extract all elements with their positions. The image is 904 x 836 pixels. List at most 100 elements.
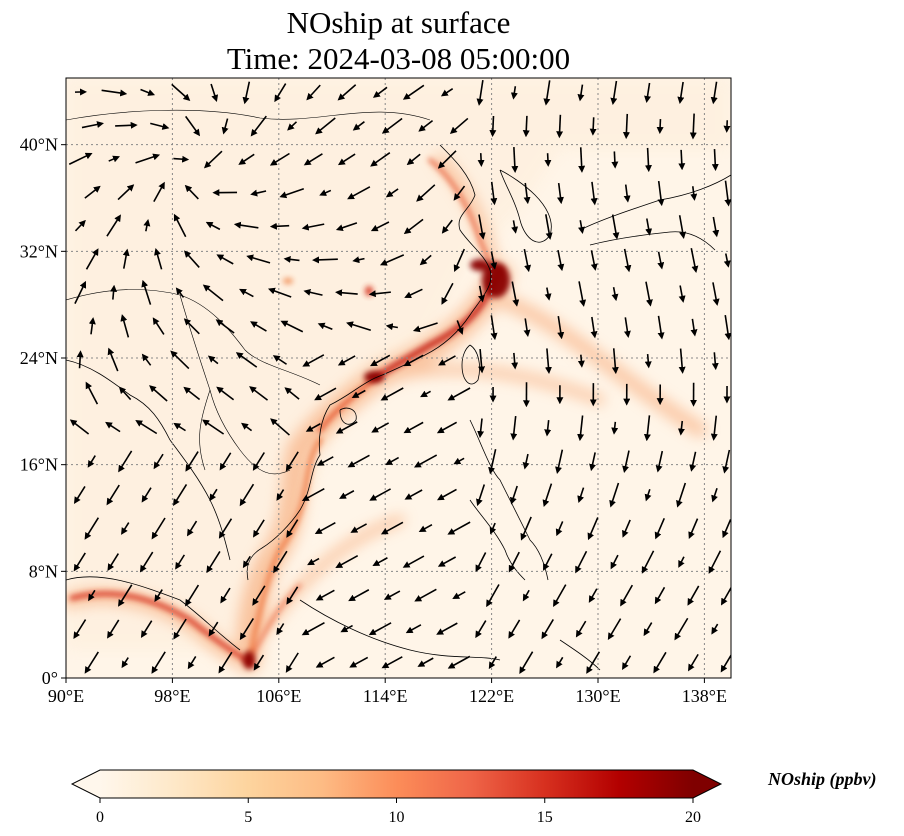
wind-arrow — [404, 489, 423, 500]
wind-arrow — [184, 115, 201, 137]
wind-arrow — [413, 454, 438, 468]
wind-arrow — [153, 453, 164, 470]
wind-arrow — [578, 281, 587, 307]
wind-arrow — [557, 249, 565, 272]
wind-arrow — [520, 516, 532, 541]
wind-arrow — [544, 153, 552, 167]
wind-arrow — [220, 587, 231, 604]
wind-arrow — [657, 315, 665, 340]
wind-arrow — [622, 450, 630, 474]
wind-arrow — [284, 387, 300, 400]
wind-arrow — [611, 214, 620, 240]
wind-arrow — [84, 651, 99, 674]
wind-arrow — [511, 220, 519, 234]
wind-arrow — [656, 118, 664, 135]
wind-arrow — [87, 455, 96, 468]
wind-arrow — [208, 621, 219, 637]
colorbar-tick-label: 5 — [244, 809, 252, 826]
wind-arrow — [173, 422, 186, 432]
wind-arrow — [406, 153, 421, 166]
wind-arrow — [183, 318, 200, 335]
wind-arrow — [273, 550, 288, 574]
colorbar-extend-max — [693, 770, 721, 798]
wind-arrow — [488, 656, 497, 670]
wind-arrow — [385, 188, 399, 198]
wind-arrow — [283, 255, 300, 263]
wind-arrow — [117, 184, 135, 201]
wind-arrow — [510, 415, 518, 441]
wind-arrow — [556, 182, 564, 205]
wind-arrow — [478, 348, 486, 374]
wind-arrow — [447, 387, 471, 401]
wind-arrow — [350, 523, 367, 533]
wind-arrow — [73, 619, 87, 640]
wind-arrow — [110, 284, 118, 300]
wind-arrow — [678, 215, 687, 239]
wind-arrow — [437, 556, 457, 567]
wind-arrow — [106, 484, 120, 506]
wind-arrow — [370, 354, 391, 367]
wind-arrow — [173, 213, 187, 238]
wind-arrow — [141, 279, 152, 305]
wind-arrow — [418, 524, 433, 533]
wind-arrow — [267, 287, 292, 298]
wind-arrow — [76, 350, 84, 369]
wind-arrow — [611, 421, 619, 435]
wind-arrow — [541, 619, 554, 640]
wind-arrow — [523, 248, 532, 273]
wind-arrow — [270, 418, 290, 436]
wind-arrow — [242, 555, 251, 569]
wind-arrow — [380, 521, 404, 535]
wind-arrow — [269, 152, 290, 166]
wind-arrow — [383, 590, 401, 600]
wind-arrow — [276, 489, 285, 501]
wind-arrow — [335, 421, 358, 434]
wind-arrow — [645, 218, 653, 236]
wind-arrow — [184, 184, 199, 200]
wind-arrow — [286, 586, 299, 605]
wind-arrow — [209, 488, 218, 502]
wind-arrow — [477, 153, 485, 167]
map-time-subtitle: Time: 2024-03-08 05:00:00 — [226, 41, 571, 76]
wind-arrow — [372, 86, 388, 98]
wind-arrow — [368, 622, 392, 636]
wind-arrow — [522, 115, 530, 138]
wind-arrow — [216, 386, 235, 401]
colorbar-tick-label: 0 — [96, 809, 104, 826]
map-panel: 90°E 98°E 106°E 114°E 122°E 130°E 138°E 0° 8°N 16… — [20, 77, 732, 706]
wind-arrow — [403, 354, 424, 367]
wind-arrow — [523, 318, 531, 337]
wind-arrow — [543, 553, 553, 571]
wind-arrow — [135, 153, 161, 164]
wind-arrow — [301, 487, 325, 502]
wind-arrow — [239, 483, 255, 507]
wind-arrow — [303, 288, 323, 296]
wind-arrow — [489, 115, 497, 138]
wind-arrow — [351, 389, 366, 398]
wind-arrow — [249, 386, 269, 401]
y-tick-label: 8°N — [29, 561, 58, 581]
wind-arrow — [171, 83, 191, 101]
wind-arrow — [143, 219, 151, 232]
wind-arrow — [69, 419, 90, 435]
wind-arrow — [589, 117, 597, 136]
wind-arrow — [215, 319, 235, 334]
wind-arrow — [453, 248, 466, 273]
wind-arrow — [279, 187, 305, 199]
wind-arrow — [644, 82, 651, 103]
wind-arrow — [74, 219, 86, 232]
wind-arrow — [285, 652, 299, 673]
wind-arrow — [108, 155, 120, 163]
wind-arrow — [202, 419, 225, 435]
wind-arrow — [478, 214, 486, 240]
wind-arrow — [477, 418, 485, 439]
wind-arrow — [207, 355, 219, 365]
wind-arrow — [337, 84, 357, 101]
wind-arrow — [711, 623, 719, 635]
wind-arrow — [153, 181, 165, 203]
y-tick-label: 32°N — [20, 241, 58, 261]
wind-arrow — [522, 589, 530, 602]
wind-arrow — [689, 451, 697, 472]
wind-arrow — [453, 185, 466, 201]
wind-arrow — [419, 254, 432, 266]
